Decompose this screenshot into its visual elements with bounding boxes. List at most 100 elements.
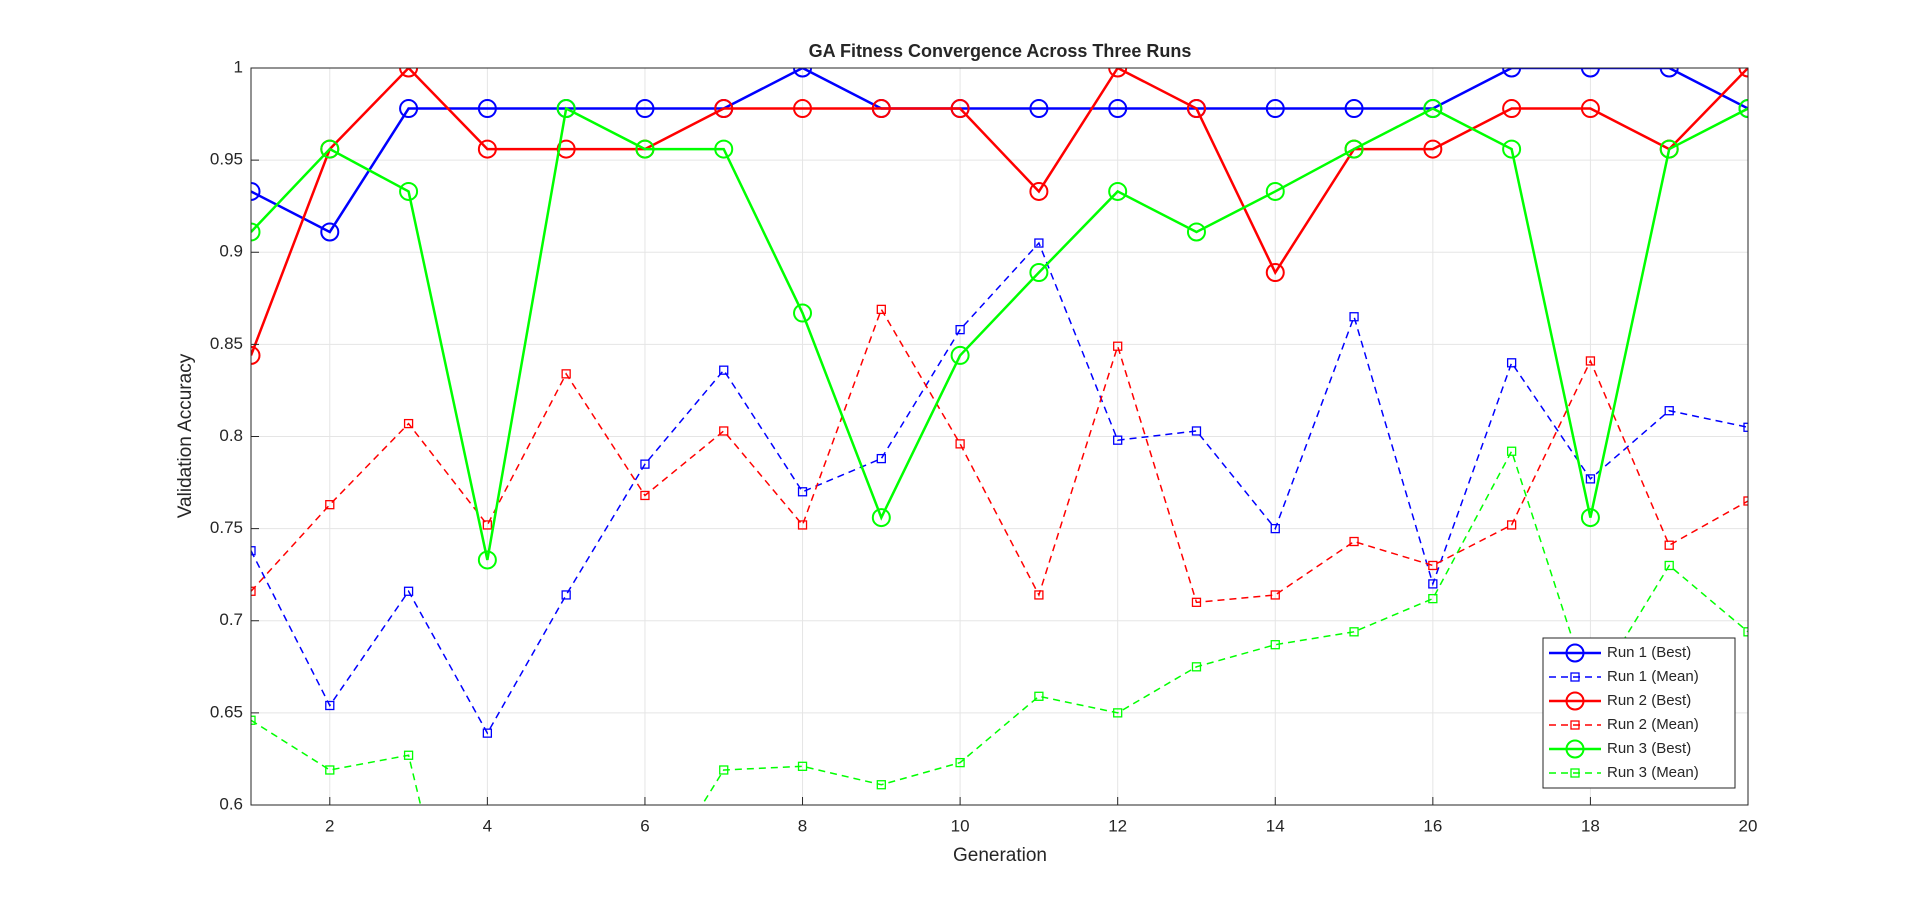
legend-label: Run 1 (Mean) (1607, 668, 1699, 685)
marker (1664, 560, 1674, 571)
marker (1265, 181, 1285, 201)
marker (955, 324, 965, 335)
marker (1580, 99, 1600, 119)
marker (1191, 662, 1202, 672)
marker (320, 139, 340, 159)
marker (251, 345, 261, 365)
marker (797, 487, 808, 497)
marker (1743, 496, 1748, 506)
marker (955, 439, 965, 449)
marker (1034, 590, 1044, 600)
marker (1270, 590, 1280, 600)
marker (325, 700, 335, 711)
marker (797, 520, 808, 530)
marker (1113, 341, 1123, 351)
marker (1664, 406, 1674, 416)
y-tick-label: 0.85 (210, 334, 243, 353)
legend-marker (1565, 739, 1585, 759)
legend-box (1542, 637, 1736, 789)
series-line (251, 68, 1748, 356)
legend-marker (1565, 643, 1585, 663)
series-line (251, 307, 1748, 604)
x-axis-label: Generation (953, 845, 1047, 866)
marker (719, 365, 729, 375)
marker (477, 550, 497, 570)
marker (876, 304, 886, 315)
marker (561, 369, 571, 379)
marker (1580, 68, 1600, 78)
marker (1580, 508, 1600, 528)
marker (719, 426, 729, 436)
marker (1349, 627, 1359, 637)
marker (1113, 435, 1123, 445)
x-tick-label: 2 (325, 816, 334, 835)
marker (714, 99, 734, 119)
marker (1029, 99, 1049, 119)
marker (1659, 139, 1679, 159)
marker (1108, 181, 1128, 201)
marker (325, 500, 335, 510)
marker (1502, 99, 1522, 119)
legend-marker (1570, 720, 1580, 730)
legend-label: Run 2 (Best) (1607, 692, 1691, 709)
legend-marker (1565, 691, 1585, 711)
marker (1743, 422, 1748, 432)
marker (1108, 99, 1128, 119)
series-line (251, 449, 1748, 805)
y-tick-label: 0.6 (219, 794, 243, 813)
x-tick-label: 18 (1581, 816, 1600, 835)
marker (641, 893, 649, 899)
marker (1349, 536, 1359, 547)
y-tick-label: 0.8 (219, 426, 243, 445)
marker (477, 99, 497, 119)
x-tick-label: 12 (1108, 816, 1127, 835)
marker (640, 490, 650, 501)
marker (635, 139, 655, 159)
marker (482, 728, 493, 738)
marker (1344, 99, 1364, 119)
marker (1186, 99, 1206, 119)
marker (251, 181, 261, 201)
legend-label: Run 3 (Mean) (1607, 764, 1699, 781)
marker (955, 757, 965, 768)
marker (1270, 523, 1280, 534)
marker (1659, 68, 1679, 78)
marker (950, 99, 970, 119)
marker (1743, 627, 1748, 637)
x-tick-label: 16 (1423, 816, 1442, 835)
x-tick-label: 8 (798, 816, 807, 835)
marker (1502, 68, 1522, 78)
marker (399, 68, 419, 78)
marker (640, 459, 650, 469)
marker (1506, 358, 1517, 368)
marker (403, 750, 414, 760)
marker (1428, 593, 1438, 604)
marker (251, 546, 256, 556)
marker (1270, 640, 1280, 650)
marker (399, 181, 419, 201)
marker (1265, 263, 1285, 283)
marker (1585, 474, 1596, 484)
marker (1265, 99, 1285, 119)
marker (1029, 263, 1049, 283)
y-axis-label: Validation Accuracy (175, 353, 196, 518)
x-tick-label: 4 (483, 816, 492, 835)
x-tick-label: 6 (640, 816, 649, 835)
marker (1108, 68, 1128, 78)
marker (482, 520, 493, 530)
series-line (251, 241, 1748, 735)
marker (1034, 238, 1044, 248)
marker (320, 222, 340, 242)
marker (1191, 426, 1202, 436)
marker (1585, 356, 1596, 366)
marker (714, 139, 734, 159)
marker (561, 590, 571, 600)
marker (1664, 540, 1674, 550)
legend-label: Run 2 (Mean) (1607, 716, 1699, 733)
marker (403, 586, 414, 596)
marker (1738, 99, 1748, 119)
marker (871, 508, 891, 528)
x-tick-label: 14 (1266, 816, 1285, 835)
marker (1502, 139, 1522, 159)
legend-marker (1570, 768, 1580, 778)
